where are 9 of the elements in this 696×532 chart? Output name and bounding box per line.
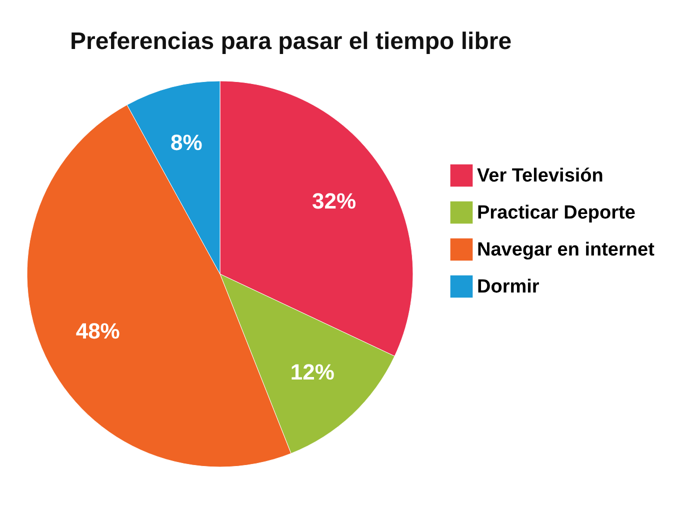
data-label: 8% [170, 130, 202, 156]
chart-title: Preferencias para pasar el tiempo libre [70, 28, 512, 55]
legend-label: Practicar Deporte [477, 202, 636, 224]
legend-label: Ver Televisión [477, 166, 604, 186]
data-label: 12% [290, 359, 334, 384]
legend-label: Navegar en internet [477, 240, 656, 260]
data-label: 32% [312, 188, 356, 214]
data-label: 48% [76, 318, 120, 344]
legend-label: Dormir [477, 276, 540, 298]
